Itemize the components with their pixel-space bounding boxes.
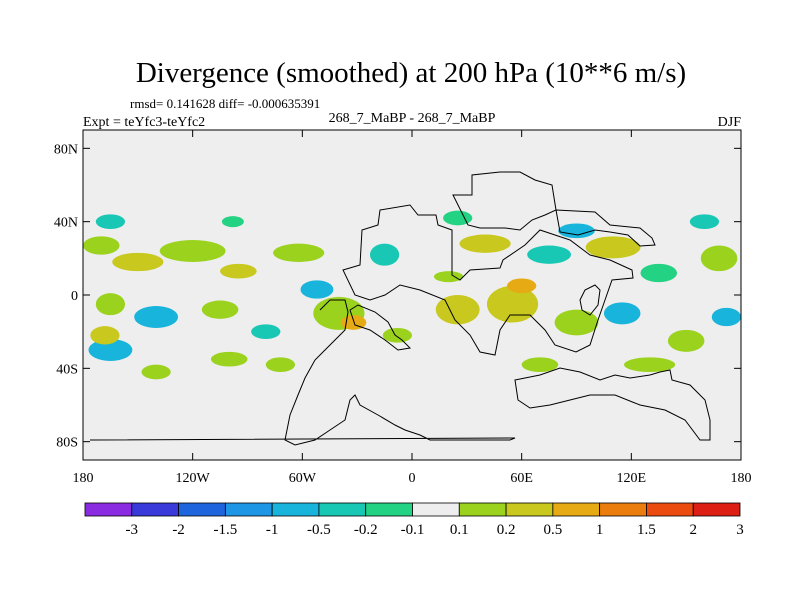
stats-label: rmsd= 0.141628 diff= -0.000635391 [130,96,320,111]
x-tick-label: 120E [617,471,647,486]
contour-blob-14 [700,245,738,272]
chart-title: Divergence (smoothed) at 200 hPa (10**6 … [136,57,686,89]
y-tick-label: 40S [56,362,78,377]
colorbar-swatch [646,502,694,517]
contour-blob-4 [273,243,325,262]
x-tick-label: 60E [510,471,533,486]
colorbar-label: -0.5 [307,522,331,538]
contour-blob-24 [603,302,641,325]
colorbar-label: -0.2 [354,522,378,538]
colorbar-swatch [552,502,601,517]
y-tick-label: 0 [71,289,78,304]
divergence-contours [83,210,741,380]
contour-blob-29 [210,351,248,367]
contour-blob-31 [90,326,120,345]
contour-blob-28 [141,364,171,380]
colorbar-swatch [458,502,507,517]
colorbar-label: 2 [689,522,697,538]
contour-blob-15 [95,293,126,316]
colorbar-swatch [412,502,460,517]
contour-blob-26 [711,307,741,327]
colorbar-swatch [178,502,226,517]
contour-blob-23 [554,309,599,336]
contour-blob-34 [689,214,720,230]
colorbar-label: 1.5 [637,522,656,538]
colorbar-swatch [505,502,554,517]
contour-blob-13 [640,263,678,283]
colorbar-label: 0.1 [450,522,469,538]
contour-blob-18 [251,324,281,339]
colorbar-swatch [318,502,367,517]
y-axis: 80N 40N 0 40S 80S [54,142,741,451]
colorbar: -3 -2 -1.5 -1 -0.5 -0.2 -0.1 0.1 0.2 0.5 1 1.5 2 3 [84,502,744,538]
contour-blob-25 [667,329,705,352]
colorbar-swatch [599,502,647,517]
contour-blob-3 [220,263,257,279]
contour-blob-0 [83,236,120,255]
contour-blob-38 [558,223,595,239]
x-tick-label: 180 [73,471,94,486]
colorbar-label: -3 [126,522,139,538]
colorbar-swatch [84,502,133,517]
plot-area [82,129,742,461]
contour-blob-21 [486,285,539,323]
continent-outlines [89,171,711,446]
colorbar-label: -1 [266,522,279,538]
y-tick-label: 40N [54,216,78,231]
contour-blob-5 [300,280,334,299]
contour-blob-37 [221,216,244,228]
contour-blob-20 [435,295,480,325]
colorbar-swatch [224,502,273,517]
contour-blob-35 [95,214,126,230]
colorbar-label: -2 [172,522,185,538]
experiment-label: Expt = teYfc3-teYfc2 [83,115,205,130]
contour-blob-12 [585,236,641,259]
contour-blob-10 [459,234,511,253]
plot-background [83,130,741,460]
contour-blob-27 [88,339,133,361]
x-tick-label: 60W [289,471,317,486]
colorbar-label: 3 [736,522,744,538]
contour-blob-33 [624,357,676,372]
contour-blob-17 [201,300,239,319]
contour-blob-11 [527,245,572,264]
x-tick-label: 0 [409,471,416,486]
colorbar-label: 1 [596,522,604,538]
colorbar-swatch [131,502,179,517]
contour-blob-36 [443,210,473,226]
contour-blob-1 [112,252,164,272]
x-axis: 180 120W 60W 0 60E 120E 180 [73,130,752,486]
y-tick-label: 80S [56,436,78,451]
y-tick-label: 80N [54,142,78,157]
contour-blob-19 [382,328,412,343]
colorbar-swatch [692,502,741,517]
contour-blob-16 [134,306,179,328]
colorbar-label: 0.2 [497,522,516,538]
contour-blob-22 [507,278,537,294]
x-tick-label: 180 [731,471,752,486]
contour-blob-2 [159,240,226,262]
contour-blob-9 [433,271,464,283]
colorbar-label: -1.5 [213,522,237,538]
colorbar-swatch [365,502,413,517]
x-tick-label: 120W [176,471,211,486]
colorbar-swatch [271,502,320,517]
colorbar-label: 0.5 [543,522,562,538]
contour-blob-32 [521,357,559,372]
contour-blob-30 [265,357,296,372]
colorbar-label: -0.1 [401,522,425,538]
case-label: 268_7_MaBP - 268_7_MaBP [329,111,496,126]
season-label: DJF [718,115,742,130]
contour-blob-8 [369,243,400,266]
